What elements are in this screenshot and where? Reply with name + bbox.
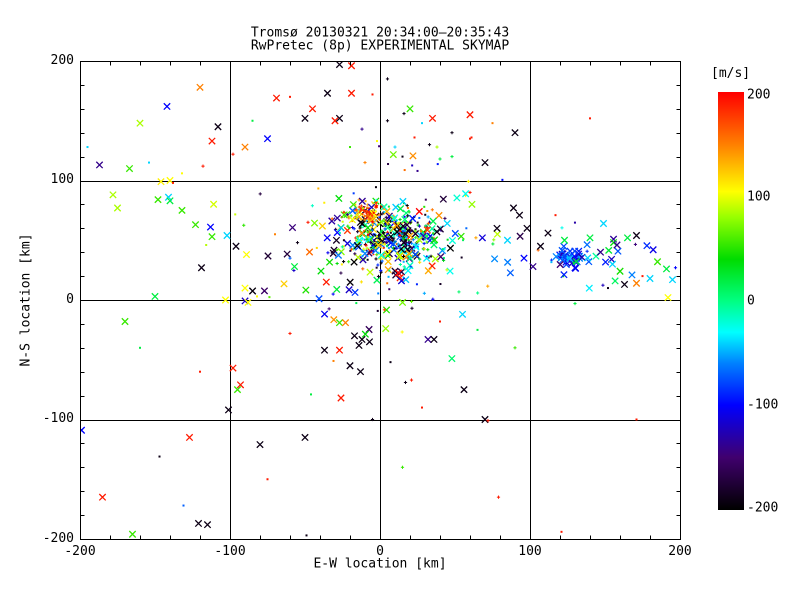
x-tick-label-neg200: -200: [64, 544, 96, 559]
skymap-scatter-canvas: [80, 61, 681, 540]
y-tick-label-100: 100: [50, 172, 74, 187]
x-tick-label-0: 0: [376, 544, 384, 559]
y-tick-label-neg200: -200: [42, 531, 74, 546]
figure-title-line-1: Tromsø 20130321 20:34:00–20:35:43: [250, 25, 510, 41]
colorbar-tick-neg100: -100: [747, 397, 779, 413]
x-tick-label-neg100: -100: [214, 544, 246, 559]
y-axis-label: N-S location [km]: [18, 233, 34, 367]
y-tick-label-neg100: -100: [42, 411, 74, 426]
colorbar-gradient: [718, 92, 744, 510]
colorbar-unit-label: [m/s]: [711, 66, 751, 81]
colorbar-tick-neg200: -200: [747, 500, 779, 516]
y-tick-label-0: 0: [66, 292, 74, 307]
y-tick-label-200: 200: [50, 53, 74, 68]
colorbar-tick-0: 0: [747, 293, 755, 309]
colorbar-tick-200: 200: [747, 87, 771, 103]
colorbar-tick-100: 100: [747, 189, 771, 205]
x-tick-label-200: 200: [668, 544, 692, 559]
figure-title-line-2: RwPretec (8p) EXPERIMENTAL SKYMAP: [250, 38, 510, 54]
x-tick-label-100: 100: [518, 544, 542, 559]
x-axis-label: E-W location [km]: [313, 556, 447, 572]
